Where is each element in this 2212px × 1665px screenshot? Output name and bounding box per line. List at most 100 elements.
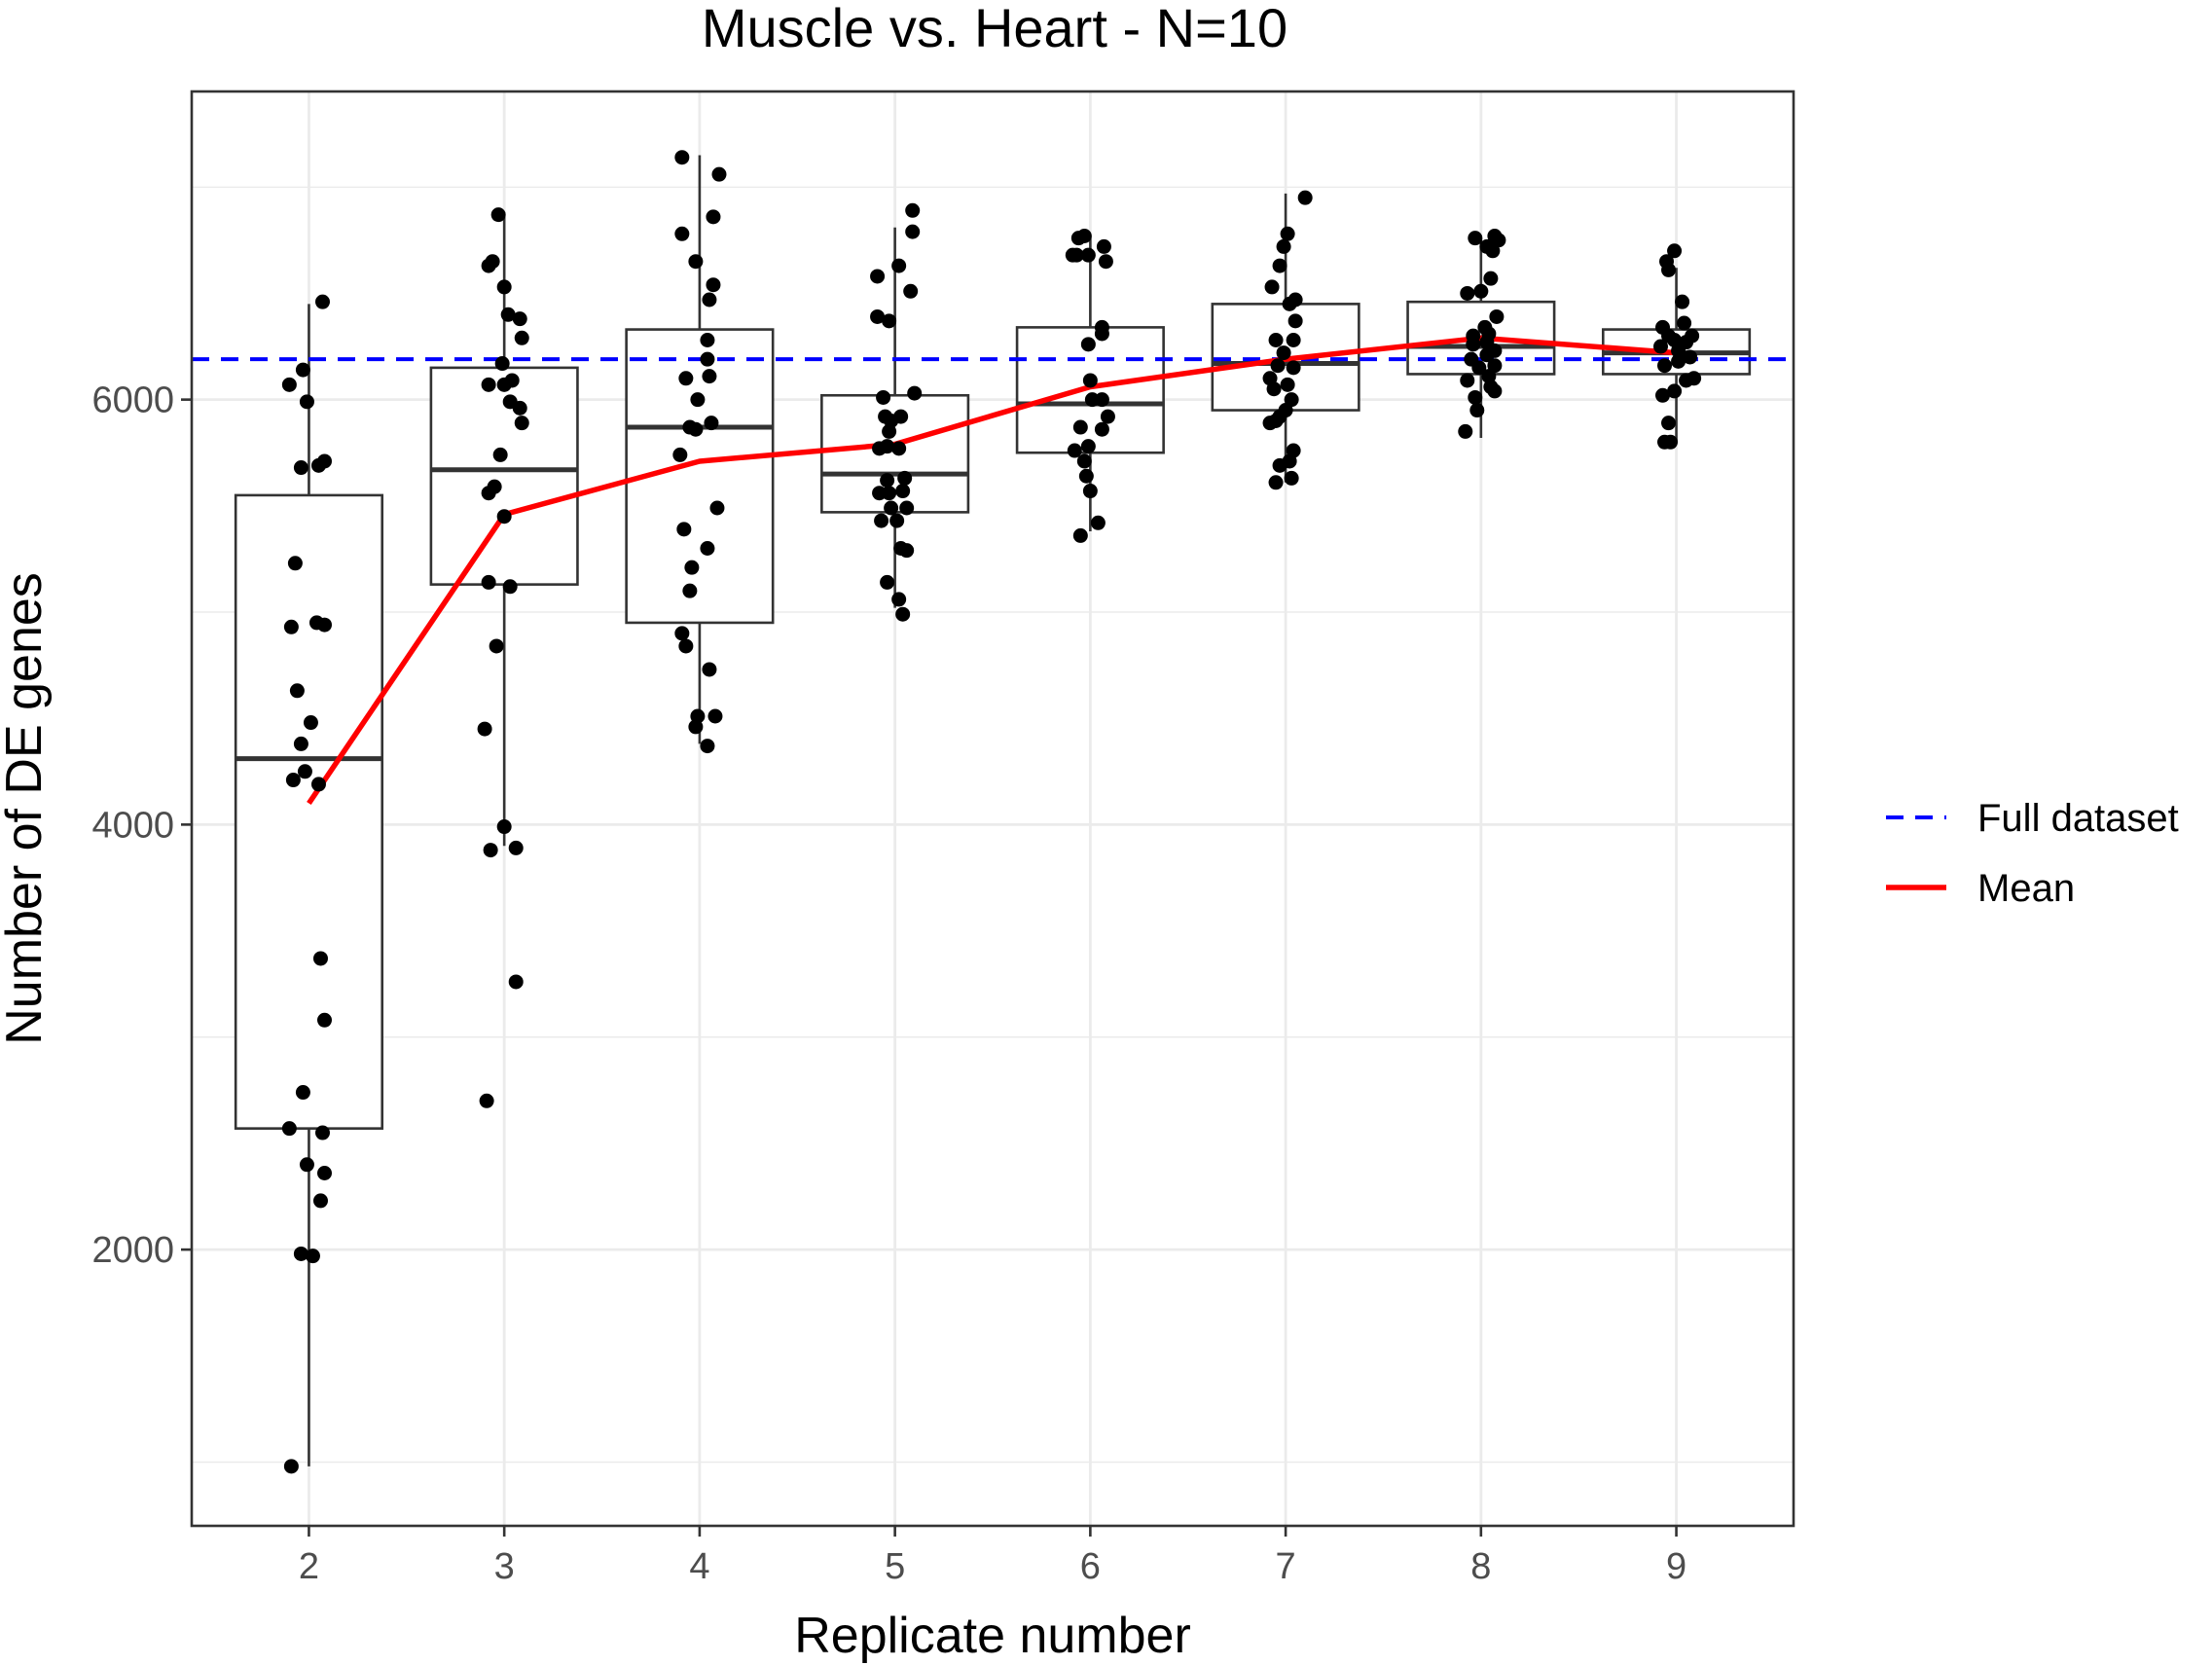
data-point bbox=[702, 369, 717, 384]
data-point bbox=[1098, 254, 1113, 270]
data-point bbox=[1458, 423, 1473, 439]
data-point bbox=[1677, 315, 1692, 331]
chart-title: Muscle vs. Heart - N=10 bbox=[702, 0, 1287, 58]
data-point bbox=[293, 460, 308, 476]
data-point bbox=[1287, 313, 1303, 329]
data-point bbox=[1076, 453, 1092, 469]
data-point bbox=[314, 1125, 330, 1140]
data-point bbox=[711, 166, 727, 182]
data-point bbox=[709, 500, 725, 516]
data-point bbox=[514, 416, 529, 431]
y-tick-label: 4000 bbox=[91, 805, 174, 846]
data-point bbox=[1072, 419, 1088, 435]
data-point bbox=[1272, 258, 1287, 273]
data-point bbox=[1481, 369, 1497, 384]
data-point bbox=[285, 773, 301, 788]
data-point bbox=[674, 626, 690, 641]
data-point bbox=[907, 385, 923, 401]
data-point bbox=[281, 377, 297, 392]
data-point bbox=[314, 294, 330, 309]
data-point bbox=[1287, 292, 1303, 308]
data-point bbox=[1466, 328, 1481, 344]
data-point bbox=[297, 764, 312, 779]
data-point bbox=[1479, 238, 1495, 254]
data-point bbox=[504, 373, 520, 388]
data-point bbox=[1076, 228, 1092, 243]
data-point bbox=[1297, 190, 1313, 205]
data-point bbox=[682, 419, 698, 435]
boxplot-3 bbox=[429, 212, 579, 847]
legend-label: Full dataset bbox=[1977, 797, 2179, 840]
x-axis-title: Replicate number bbox=[794, 1608, 1191, 1664]
data-point bbox=[502, 579, 518, 595]
data-point bbox=[882, 486, 897, 501]
data-point bbox=[891, 592, 907, 607]
data-point bbox=[477, 721, 492, 737]
data-point bbox=[1268, 475, 1284, 490]
data-point bbox=[882, 313, 897, 329]
data-point bbox=[903, 283, 919, 299]
data-point bbox=[682, 583, 698, 598]
data-point bbox=[1483, 271, 1499, 286]
data-point bbox=[690, 392, 706, 408]
data-point bbox=[1487, 358, 1503, 374]
data-point bbox=[1464, 351, 1479, 367]
data-point bbox=[1268, 332, 1284, 347]
data-point bbox=[702, 662, 717, 677]
data-point bbox=[1096, 238, 1111, 254]
data-point bbox=[281, 1121, 297, 1137]
data-point bbox=[678, 371, 694, 386]
data-point bbox=[1659, 254, 1675, 270]
data-point bbox=[508, 840, 524, 855]
data-point bbox=[1280, 226, 1295, 241]
data-point bbox=[1276, 345, 1291, 361]
y-axis-title: Number of DE genes bbox=[0, 572, 53, 1045]
data-point bbox=[1675, 294, 1690, 309]
data-point bbox=[700, 351, 715, 367]
data-point bbox=[1286, 360, 1301, 376]
data-point bbox=[1284, 392, 1299, 408]
x-tick-label: 8 bbox=[1470, 1546, 1491, 1587]
data-point bbox=[690, 708, 706, 724]
data-point bbox=[485, 254, 500, 270]
data-point bbox=[1686, 371, 1702, 386]
data-point bbox=[316, 1166, 332, 1181]
data-point bbox=[1080, 439, 1096, 454]
data-point bbox=[878, 409, 893, 424]
mean-line bbox=[307, 335, 1677, 806]
data-point bbox=[293, 736, 308, 751]
data-point bbox=[1487, 228, 1503, 243]
data-point bbox=[1468, 231, 1483, 246]
data-point bbox=[880, 439, 895, 454]
data-point bbox=[1489, 308, 1505, 324]
data-point bbox=[481, 574, 496, 590]
data-point bbox=[1667, 243, 1683, 259]
data-point bbox=[899, 500, 915, 516]
data-point bbox=[496, 279, 512, 295]
data-point bbox=[1082, 484, 1098, 499]
data-point bbox=[1264, 279, 1280, 295]
data-point bbox=[489, 638, 504, 654]
data-point bbox=[305, 1249, 320, 1264]
data-point bbox=[704, 416, 719, 431]
x-tick-label: 3 bbox=[494, 1546, 515, 1587]
data-point bbox=[500, 307, 516, 322]
data-point bbox=[310, 777, 326, 792]
x-tick-label: 9 bbox=[1666, 1546, 1686, 1587]
data-point bbox=[895, 606, 911, 622]
data-point bbox=[897, 470, 913, 486]
data-point bbox=[512, 400, 527, 416]
data-point bbox=[874, 513, 889, 528]
legend-label: Mean bbox=[1977, 867, 2075, 910]
data-point bbox=[870, 269, 886, 284]
data-point bbox=[1468, 389, 1483, 405]
data-point bbox=[1671, 353, 1686, 369]
data-point bbox=[295, 362, 310, 378]
data-point bbox=[283, 619, 299, 634]
data-point bbox=[893, 540, 909, 556]
data-point bbox=[706, 277, 721, 293]
data-point bbox=[1473, 283, 1489, 299]
data-point bbox=[1286, 443, 1301, 458]
data-point bbox=[512, 311, 527, 327]
